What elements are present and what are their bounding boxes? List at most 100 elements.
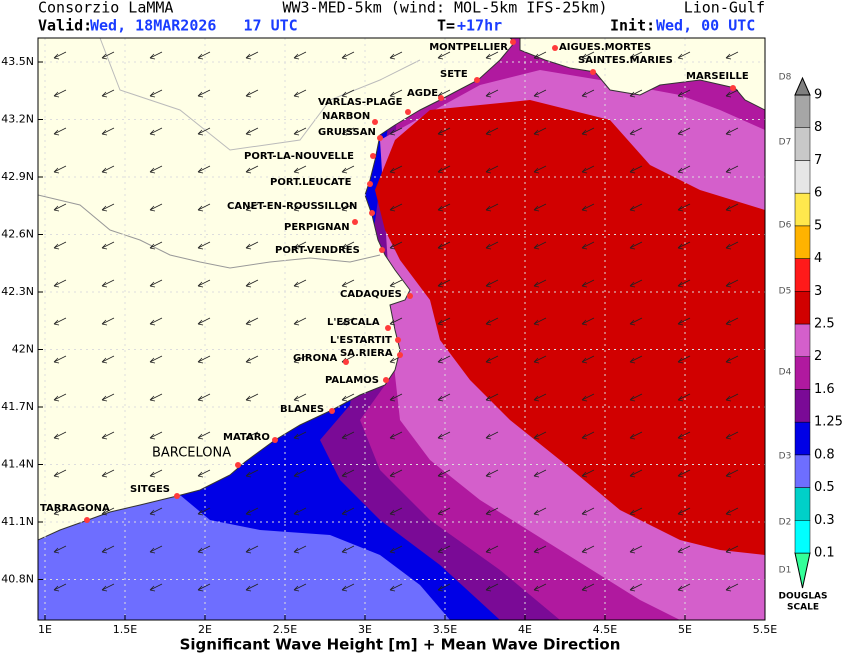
sea-red	[375, 100, 765, 555]
wave-arrow	[341, 469, 355, 478]
wave-arrow	[677, 317, 691, 326]
wave-arrow	[197, 317, 211, 326]
wave-arrow	[533, 203, 547, 212]
wave-arrow	[293, 431, 307, 440]
wave-arrow	[389, 165, 403, 174]
wave-arrow	[245, 355, 259, 364]
region-border	[99, 38, 421, 151]
wave-arrow	[293, 241, 307, 250]
wave-arrow	[725, 431, 739, 440]
wave-arrow	[581, 279, 595, 288]
wave-arrow	[389, 545, 403, 554]
lon-tick-label: 4.5E	[593, 623, 617, 636]
lon-tick-label: 1.5E	[113, 623, 137, 636]
wave-arrow	[149, 545, 163, 554]
city-label: SITGES	[130, 484, 170, 495]
wave-arrow	[53, 127, 67, 136]
wave-arrow	[197, 469, 211, 478]
map-title: Significant Wave Height [m] + Mean Wave …	[180, 636, 621, 654]
wave-arrow	[437, 317, 451, 326]
lat-tick-label: 42.6N	[1, 228, 34, 241]
city-label: BARCELONA	[152, 446, 231, 461]
wave-arrow	[245, 469, 259, 478]
wave-arrow	[629, 355, 643, 364]
wave-arrow	[341, 431, 355, 440]
wave-arrow	[341, 317, 355, 326]
cities: MONTPELLIER AIGUES.MORTES SAINTES.MARIES MA…	[40, 39, 749, 523]
wave-arrow	[293, 317, 307, 326]
colorbar-band	[794, 192, 811, 227]
wave-arrow	[149, 431, 163, 440]
wave-arrow	[485, 545, 499, 554]
colorbar-label: 0.8	[814, 447, 835, 462]
model: WW3-MED-5km (wind: MOL-5km IFS-25km)	[282, 0, 607, 17]
city-label: BLANES	[280, 404, 324, 415]
city-dot	[377, 135, 383, 141]
wave-arrow	[629, 545, 643, 554]
wave-arrow	[389, 89, 403, 98]
city-dot	[379, 247, 385, 253]
wave-arrow	[389, 203, 403, 212]
wave-arrow	[629, 127, 643, 136]
wave-arrow	[341, 393, 355, 402]
wave-arrow	[197, 355, 211, 364]
city-label: L'ESCALA	[327, 317, 380, 328]
wave-arrow	[437, 469, 451, 478]
wave-arrow	[53, 203, 67, 212]
wave-arrow	[293, 165, 307, 174]
wave-arrow	[245, 241, 259, 250]
scale-label: DOUGLAS	[779, 592, 828, 602]
wave-arrow	[101, 279, 115, 288]
wave-arrow	[533, 393, 547, 402]
wave-arrow	[629, 583, 643, 592]
colorbar-label: 4	[814, 251, 822, 266]
wave-arrow	[197, 393, 211, 402]
lon-tick-label: 2.5E	[273, 623, 297, 636]
wave-arrow	[725, 507, 739, 516]
wave-arrow	[581, 51, 595, 60]
wave-arrow	[533, 127, 547, 136]
wave-arrow	[101, 127, 115, 136]
wave-arrow	[197, 583, 211, 592]
colorbar-band	[794, 356, 811, 390]
t-label: T=	[437, 17, 455, 35]
wave-arrow	[437, 583, 451, 592]
wave-arrow	[485, 51, 499, 60]
wave-arrow	[581, 89, 595, 98]
city-label: CANET-EN-ROUSSILLON	[227, 201, 357, 212]
wave-arrow	[245, 507, 259, 516]
wave-arrow	[245, 51, 259, 60]
city-label: CADAQUES	[340, 289, 402, 300]
wave-arrow	[341, 545, 355, 554]
wave-arrow	[437, 545, 451, 554]
wave-arrow	[389, 317, 403, 326]
wave-arrow	[677, 431, 691, 440]
wave-arrow	[485, 583, 499, 592]
city-dot	[474, 77, 480, 83]
city-label: GRUISSAN	[318, 127, 376, 138]
city-label: AIGUES.MORTES	[559, 42, 651, 53]
wave-arrow	[629, 203, 643, 212]
lat-tick-label: 41.4N	[1, 458, 34, 471]
wave-arrow	[149, 89, 163, 98]
colorbar-band	[794, 323, 811, 357]
wave-arrow	[341, 241, 355, 250]
wave-arrow	[533, 241, 547, 250]
city-label: AGDE	[407, 88, 438, 99]
wave-arrow	[197, 127, 211, 136]
city-dot	[235, 462, 241, 468]
wave-arrow	[485, 279, 499, 288]
colorbar-label: 1.25	[814, 415, 843, 430]
wave-arrow	[293, 545, 307, 554]
wave-arrow	[533, 469, 547, 478]
colorbar-band	[794, 127, 811, 161]
wave-arrow	[293, 127, 307, 136]
wave-arrow	[437, 393, 451, 402]
colorbar-band	[794, 258, 811, 292]
city-dot	[352, 219, 358, 225]
colorbar-band	[794, 291, 811, 325]
wave-arrow	[341, 89, 355, 98]
city-label: PALAMOS	[325, 375, 379, 386]
colorbar-band	[794, 487, 811, 521]
